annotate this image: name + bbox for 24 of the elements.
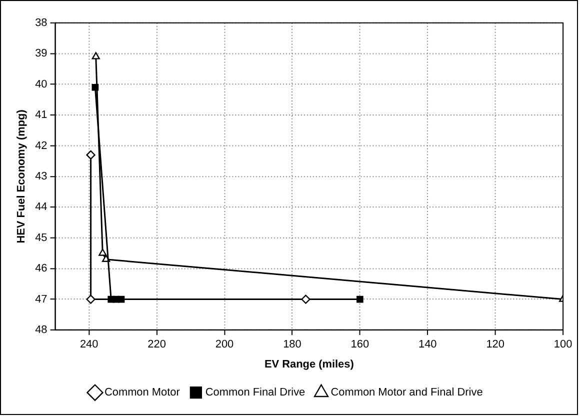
y-tick-label: 40 [35, 78, 48, 90]
legend-label: Common Final Drive [205, 386, 306, 399]
y-tick-label: 45 [35, 232, 48, 244]
x-tick-label: 200 [215, 338, 234, 351]
x-tick-label: 240 [80, 338, 98, 351]
y-tick-label: 43 [35, 170, 48, 182]
x-tick-label: 220 [148, 338, 166, 351]
x-tick-label: 120 [486, 338, 504, 351]
y-tick-label: 41 [35, 109, 48, 122]
y-tick-label: 47 [35, 293, 48, 306]
x-tick-label: 140 [418, 338, 437, 351]
x-axis-title: EV Range (miles) [264, 358, 354, 371]
x-tick-label: 180 [283, 338, 302, 351]
y-tick-label: 48 [35, 324, 48, 336]
legend-label: Common Motor [104, 386, 180, 399]
y-axis-title: HEV Fuel Economy (mpg) [16, 109, 28, 244]
y-tick-label: 38 [35, 16, 48, 29]
y-tick-label: 46 [35, 262, 48, 275]
x-tick-label: 160 [350, 338, 370, 351]
x-tick-label: 100 [554, 338, 572, 351]
y-tick-label: 44 [35, 201, 48, 214]
y-tick-label: 42 [35, 140, 48, 152]
legend-label: Common Motor and Final Drive [330, 386, 483, 399]
y-tick-label: 39 [35, 48, 48, 60]
